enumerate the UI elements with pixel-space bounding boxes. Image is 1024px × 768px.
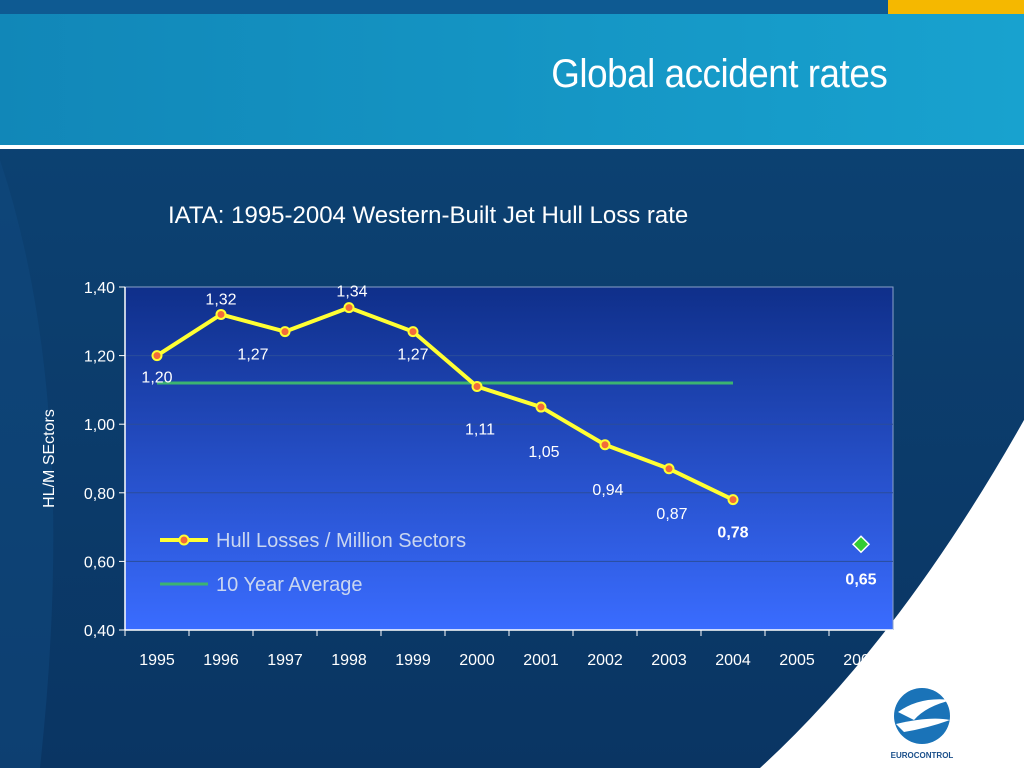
data-point: [599, 439, 611, 451]
y-tick-label: 0,60: [84, 554, 115, 571]
data-label: 0,78: [717, 525, 748, 542]
slide-title: Global accident rates: [550, 52, 888, 96]
header-band: [0, 0, 1024, 145]
y-tick-label: 1,40: [84, 280, 115, 297]
x-tick-label: 2001: [523, 652, 559, 669]
x-tick-label: 2002: [587, 652, 623, 669]
data-point: [471, 380, 483, 392]
data-point: [663, 463, 675, 475]
x-tick-label: 2005: [779, 652, 815, 669]
series-line: [155, 305, 734, 502]
x-tick-label: 1999: [395, 652, 431, 669]
data-label: 1,32: [205, 291, 236, 308]
plot-area: [124, 286, 894, 631]
data-point: [407, 326, 419, 338]
data-label: 1,11: [465, 421, 495, 438]
x-tick-label: 2000: [459, 652, 495, 669]
y-tick-label: 1,20: [84, 349, 115, 366]
legend-series-label: Hull Losses / Million Sectors: [216, 530, 466, 552]
data-label: 1,27: [237, 347, 268, 364]
x-tick-label: 1996: [203, 652, 239, 669]
x-tick-label: 2006: [843, 652, 879, 669]
data-label: 1,20: [141, 370, 172, 387]
y-axis-label: HL/M SEctors: [41, 409, 58, 508]
header-top-stripe: [0, 0, 1024, 14]
legend-series-marker: [178, 534, 190, 546]
data-point: [727, 494, 739, 506]
x-tick-label: 1998: [331, 652, 367, 669]
data-label: 0,94: [592, 482, 623, 499]
x-tick-label: 1997: [267, 652, 303, 669]
target-label: 0,65: [845, 571, 876, 588]
logo-text: EUROCONTROL: [891, 751, 954, 760]
data-point: [535, 401, 547, 413]
data-point: [151, 350, 163, 362]
target-marker: [851, 535, 871, 554]
x-tick-label: 2003: [651, 652, 687, 669]
swoosh-shape-right-inner: [790, 440, 1024, 768]
data-label: 1,27: [397, 347, 428, 364]
accent-gold-block: [888, 0, 1024, 14]
data-label: 1,05: [528, 444, 559, 461]
y-tick-label: 1,00: [84, 417, 115, 434]
data-point: [343, 302, 355, 314]
x-tick-label: 1995: [139, 652, 175, 669]
swoosh-shape-left: [0, 160, 54, 768]
data-label: 0,87: [656, 506, 687, 523]
y-tick-label: 0,40: [84, 623, 115, 640]
chart-title: IATA: 1995-2004 Western-Built Jet Hull L…: [168, 202, 689, 229]
x-tick-label: 2004: [715, 652, 751, 669]
data-point: [215, 308, 227, 320]
legend-average-label: 10 Year Average: [216, 574, 362, 596]
eurocontrol-logo-icon: EUROCONTROL: [891, 688, 954, 760]
header-divider: [0, 145, 1024, 149]
data-label: 1,34: [336, 284, 367, 301]
data-point: [279, 326, 291, 338]
y-tick-label: 0,80: [84, 486, 115, 503]
